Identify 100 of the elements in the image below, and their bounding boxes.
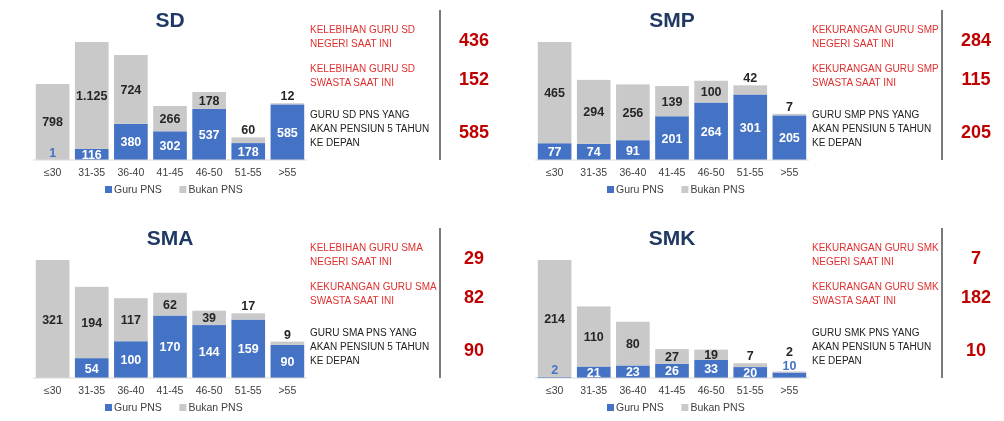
data-label: 7 bbox=[785, 99, 793, 114]
data-label: 19 bbox=[704, 348, 719, 363]
x-tick-label: 41-45 bbox=[658, 166, 686, 178]
data-label: 256 bbox=[622, 105, 644, 120]
data-label: 21 bbox=[586, 365, 601, 380]
x-tick-label: 36-40 bbox=[619, 166, 647, 178]
chart-title: SMP bbox=[649, 8, 695, 31]
x-tick-label: >55 bbox=[780, 384, 799, 396]
legend-label: Guru PNS bbox=[616, 183, 664, 195]
data-label: 91 bbox=[625, 143, 640, 158]
data-label: 42 bbox=[743, 71, 758, 86]
data-label: 9 bbox=[283, 327, 291, 342]
data-label: 2 bbox=[551, 362, 559, 377]
category-label: KEKURANGAN GURU SMK NEGERI SAAT INI bbox=[812, 242, 940, 267]
category-label: GURU SMP PNS YANG AKAN PENSIUN 5 TAHUN KE DEPAN bbox=[812, 109, 932, 148]
data-label: 284 bbox=[960, 30, 992, 50]
data-label: 1.125 bbox=[76, 88, 108, 103]
data-label: 182 bbox=[960, 287, 992, 307]
legend-label: Bukan PNS bbox=[188, 183, 243, 195]
x-tick-label: ≤30 bbox=[545, 384, 564, 396]
x-tick-label: 46-50 bbox=[697, 384, 725, 396]
data-label: 110 bbox=[583, 329, 604, 344]
x-tick-label: 41-45 bbox=[156, 384, 184, 396]
x-tick-label: >55 bbox=[278, 166, 297, 178]
x-tick-label: 41-45 bbox=[156, 166, 184, 178]
data-label: 39 bbox=[202, 311, 217, 326]
data-label: 537 bbox=[198, 127, 220, 142]
data-label: 62 bbox=[163, 297, 177, 312]
data-label: 90 bbox=[280, 354, 295, 369]
data-label: 10 bbox=[965, 340, 987, 360]
x-tick-label: ≤30 bbox=[43, 166, 62, 178]
data-label: 10 bbox=[782, 358, 797, 373]
x-tick-label: ≤30 bbox=[43, 384, 62, 396]
data-label: 380 bbox=[120, 135, 142, 150]
data-label: 301 bbox=[739, 120, 761, 135]
data-label: 170 bbox=[159, 340, 181, 355]
x-tick-label: 41-45 bbox=[658, 384, 686, 396]
data-label: 117 bbox=[120, 313, 141, 328]
chart-title: SD bbox=[155, 8, 185, 31]
x-tick-label: 46-50 bbox=[697, 166, 725, 178]
x-tick-label: ≤30 bbox=[545, 166, 564, 178]
data-label: 26 bbox=[665, 364, 679, 379]
data-label: 264 bbox=[700, 124, 722, 139]
data-label: 159 bbox=[237, 342, 259, 357]
category-label: KELEBIHAN GURU SD SWASTA SAAT INI bbox=[310, 63, 416, 88]
data-label: 205 bbox=[960, 122, 992, 142]
data-label: 80 bbox=[625, 337, 640, 352]
legend-label: Bukan PNS bbox=[188, 401, 243, 413]
data-label: 194 bbox=[81, 315, 103, 330]
x-tick-label: 51-55 bbox=[736, 166, 764, 178]
x-tick-label: 31-35 bbox=[78, 384, 106, 396]
data-label: 33 bbox=[704, 362, 719, 377]
legend-label: Bukan PNS bbox=[690, 183, 745, 195]
x-tick-label: 51-55 bbox=[234, 166, 262, 178]
data-label: 116 bbox=[81, 147, 102, 162]
data-label: 7 bbox=[970, 248, 982, 268]
x-tick-label: 46-50 bbox=[195, 166, 223, 178]
data-label: 12 bbox=[280, 89, 295, 104]
data-label: 724 bbox=[120, 82, 142, 97]
x-tick-label: 51-55 bbox=[234, 384, 262, 396]
data-label: 144 bbox=[198, 345, 220, 360]
legend-label: Guru PNS bbox=[616, 401, 664, 413]
data-label: 23 bbox=[625, 365, 640, 380]
data-label: 178 bbox=[198, 93, 220, 108]
data-label: 29 bbox=[463, 248, 485, 268]
data-label: 77 bbox=[547, 145, 562, 160]
x-tick-label: 36-40 bbox=[117, 384, 145, 396]
data-label: 798 bbox=[42, 115, 64, 130]
category-label: KELEBIHAN GURU SMA NEGERI SAAT INI bbox=[310, 242, 424, 267]
data-label: 74 bbox=[586, 145, 601, 160]
data-label: 214 bbox=[544, 311, 566, 326]
data-label: 178 bbox=[237, 145, 259, 160]
category-label: GURU SMA PNS YANG AKAN PENSIUN 5 TAHUN KE DEPAN bbox=[310, 327, 430, 366]
data-label: 585 bbox=[458, 122, 490, 142]
category-label: KEKURANGAN GURU SMP NEGERI SAAT INI bbox=[812, 24, 940, 49]
data-label: 100 bbox=[120, 353, 142, 368]
data-label: 82 bbox=[463, 287, 485, 307]
data-label: 27 bbox=[665, 349, 679, 364]
chart-title: SMA bbox=[146, 226, 194, 249]
data-label: 60 bbox=[241, 123, 256, 138]
x-tick-label: 51-55 bbox=[736, 384, 764, 396]
data-label: 294 bbox=[583, 105, 605, 120]
data-label: 201 bbox=[661, 131, 683, 146]
x-tick-label: 31-35 bbox=[580, 384, 608, 396]
category-label: KELEBIHAN GURU SD NEGERI SAAT INI bbox=[310, 24, 416, 49]
category-label: GURU SD PNS YANG AKAN PENSIUN 5 TAHUN KE DEPAN bbox=[310, 109, 430, 148]
x-tick-label: 36-40 bbox=[619, 384, 647, 396]
data-label: 20 bbox=[743, 366, 758, 381]
data-label: 2 bbox=[785, 344, 793, 359]
x-tick-label: 31-35 bbox=[580, 166, 608, 178]
x-tick-label: 36-40 bbox=[117, 166, 145, 178]
data-label: 585 bbox=[276, 125, 298, 140]
category-label: GURU SMK PNS YANG AKAN PENSIUN 5 TAHUN KE DEPAN bbox=[812, 327, 932, 366]
data-label: 100 bbox=[700, 85, 722, 100]
x-tick-label: 46-50 bbox=[195, 384, 223, 396]
data-label: 139 bbox=[661, 94, 683, 109]
data-label: 436 bbox=[458, 30, 490, 50]
data-label: 465 bbox=[544, 86, 566, 101]
data-label: 17 bbox=[241, 299, 256, 314]
chart-title: SMK bbox=[648, 226, 696, 249]
